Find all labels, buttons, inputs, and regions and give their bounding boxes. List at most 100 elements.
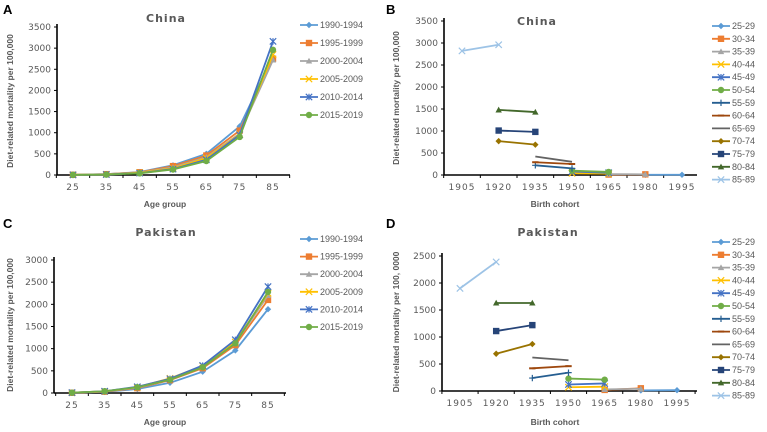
panel-letter: A <box>3 2 13 17</box>
series-line <box>495 343 533 355</box>
legend-entry: 1990-1994 <box>300 234 363 244</box>
series-60-64 <box>529 365 572 370</box>
legend-entry: 2015-2019 <box>300 322 363 332</box>
legend-entry: 2000-2004 <box>300 56 363 66</box>
chart-panel-c: C Pakistan 0 500 1000 1500 2000 2500 3000 25 35 45 5… <box>3 216 363 427</box>
data-point <box>492 299 500 306</box>
legend-entry: 25-29 <box>712 237 755 247</box>
y-tick-label: 1500 <box>28 108 51 118</box>
chart-title: China <box>146 12 186 25</box>
x-tick-label: 1965 <box>595 183 622 193</box>
series-line <box>72 49 274 176</box>
legend-marker <box>717 48 725 55</box>
legend-marker <box>717 354 725 361</box>
x-tick-label: 1905 <box>447 399 474 409</box>
legend-marker <box>717 163 725 170</box>
x-axis-label: Age group <box>144 417 187 427</box>
legend-label: 2005-2009 <box>320 287 363 297</box>
data-point <box>601 376 608 383</box>
legend-entry: 75-79 <box>712 149 755 159</box>
series-55-59 <box>529 369 572 382</box>
legend-marker <box>717 238 725 246</box>
data-point <box>492 258 500 266</box>
legend-label: 85-89 <box>732 175 755 185</box>
series-line <box>535 161 573 165</box>
legend-label: 45-49 <box>732 72 755 82</box>
legend-label: 35-39 <box>732 263 755 273</box>
x-tick-label: 1980 <box>627 399 654 409</box>
series-line <box>535 164 573 170</box>
data-point <box>269 56 277 63</box>
legend-entry: 65-69 <box>712 339 755 349</box>
series-75-79 <box>492 321 536 335</box>
data-point <box>673 386 681 394</box>
data-point <box>236 133 243 141</box>
y-tick-label: 0 <box>42 389 48 399</box>
data-point <box>495 41 503 49</box>
chart-title: Pakistan <box>135 226 196 239</box>
legend-marker <box>717 86 725 94</box>
y-tick-label: 500 <box>421 149 438 159</box>
data-point <box>232 340 239 347</box>
x-tick-label: 35 <box>100 183 113 193</box>
series-50-54 <box>565 375 608 383</box>
y-tick-label: 1000 <box>413 333 436 343</box>
legend-marker <box>717 73 725 81</box>
series-75-79 <box>495 127 539 136</box>
series-65-69 <box>532 356 569 362</box>
legend-label: 35-39 <box>732 47 755 57</box>
series-70-74 <box>495 137 539 148</box>
series-line <box>72 56 274 176</box>
legend-marker <box>717 289 725 297</box>
series-line <box>532 356 569 362</box>
legend-label: 2015-2019 <box>320 322 363 332</box>
series-70-74 <box>492 340 536 357</box>
legend-entry: 2010-2014 <box>300 304 363 314</box>
legend-marker <box>305 323 313 331</box>
series-60-64 <box>532 161 576 165</box>
x-axis-label: Birth cohort <box>531 199 580 209</box>
data-point <box>103 171 110 178</box>
legend-marker <box>305 235 313 243</box>
data-point <box>269 37 277 46</box>
legend-entry: 35-39 <box>712 47 755 57</box>
legend-entry: 35-39 <box>712 263 755 273</box>
y-tick-label: 3500 <box>28 23 51 33</box>
data-point <box>565 369 572 376</box>
legend-label: 40-44 <box>732 275 755 285</box>
legend-label: 75-79 <box>732 149 755 159</box>
y-axis-label: Diet-related mortality per 100, 0000 <box>391 251 401 392</box>
x-tick-label: 65 <box>196 401 209 411</box>
series-line <box>571 169 609 173</box>
legend-marker <box>305 111 313 119</box>
legend-marker <box>717 35 725 42</box>
series-line <box>568 377 605 381</box>
legend-entry: 2000-2004 <box>300 269 363 279</box>
x-axis-label: Birth cohort <box>531 417 580 427</box>
legend-label: 2005-2009 <box>320 74 363 84</box>
legend-marker <box>717 379 725 386</box>
x-axis-label: Age group <box>144 199 187 209</box>
series-35-39 <box>601 385 645 392</box>
legend-entry: 2015-2019 <box>300 110 363 120</box>
panel-letter: D <box>386 216 395 231</box>
legend-label: 50-54 <box>732 301 755 311</box>
legend-label: 2010-2014 <box>320 92 363 102</box>
chart-title: China <box>517 15 557 28</box>
legend-label: 60-64 <box>732 111 755 121</box>
legend-label: 70-74 <box>732 352 755 362</box>
y-tick-label: 2500 <box>413 252 436 262</box>
y-tick-label: 2000 <box>413 279 436 289</box>
legend-label: 2000-2004 <box>320 269 363 279</box>
chart-title: Pakistan <box>517 226 578 239</box>
y-tick-label: 1500 <box>413 306 436 316</box>
data-point <box>642 171 649 177</box>
chart-panel-d: D Pakistan 0 500 1000 1500 2000 2500 1905 1920 193… <box>386 216 755 427</box>
y-tick-label: 3000 <box>28 44 51 54</box>
x-tick-label: 75 <box>233 183 246 193</box>
legend-marker <box>717 251 725 258</box>
data-point <box>134 384 141 391</box>
series-line <box>459 261 497 290</box>
legend-entry: 1990-1994 <box>300 20 363 30</box>
